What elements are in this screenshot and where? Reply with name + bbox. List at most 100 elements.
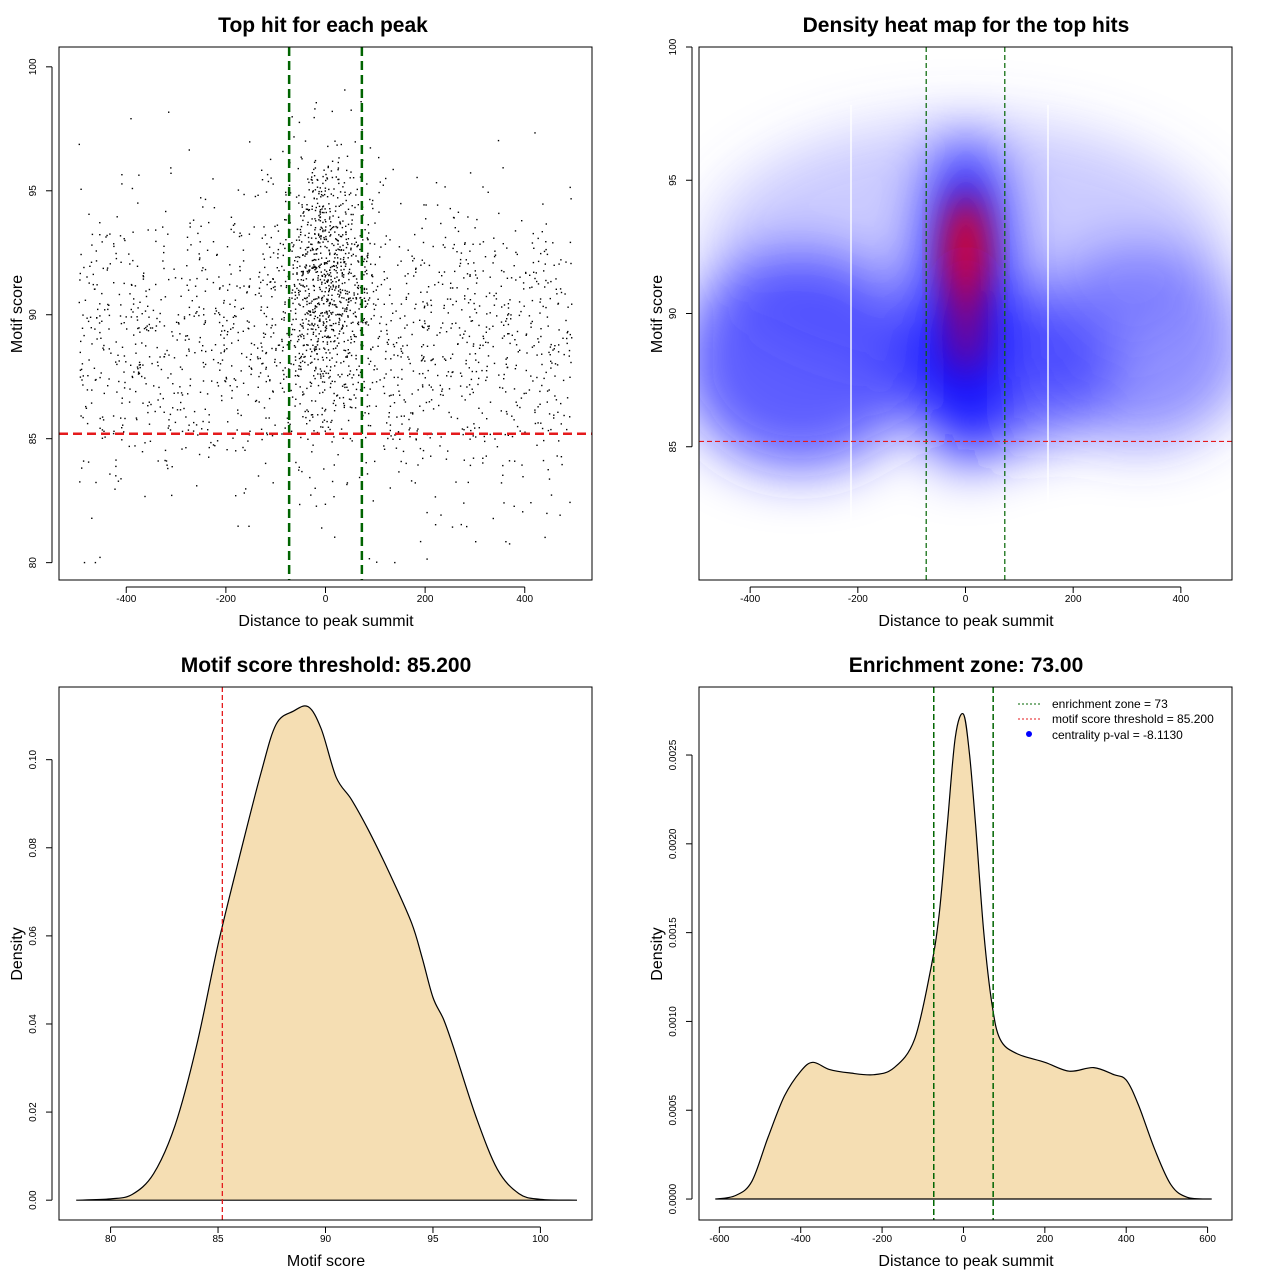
scatter-point xyxy=(338,284,340,287)
scatter-point xyxy=(347,257,349,259)
scatter-point xyxy=(363,380,365,383)
scatter-point xyxy=(397,431,400,433)
scatter-point xyxy=(354,141,356,143)
scatter-point xyxy=(344,252,347,255)
scatter-point xyxy=(264,266,266,269)
scatter-point xyxy=(167,377,169,379)
scatter-point xyxy=(505,541,507,543)
scatter-point xyxy=(548,413,551,415)
scatter-point xyxy=(416,430,418,432)
scatter-point xyxy=(326,341,329,343)
scatter-point xyxy=(380,246,382,248)
scatter-point xyxy=(393,354,395,356)
scatter-point xyxy=(144,377,146,379)
scatter-point xyxy=(513,265,515,267)
scatter-point xyxy=(376,285,379,288)
scatter-point xyxy=(311,361,313,363)
scatter-point xyxy=(152,309,155,312)
scatter-point xyxy=(426,558,428,560)
scatter-point xyxy=(220,352,222,354)
x-tick-label: -400 xyxy=(116,594,136,605)
scatter-point xyxy=(302,391,304,393)
scatter-point xyxy=(281,350,284,352)
scatter-point xyxy=(172,383,174,385)
scatter-point xyxy=(280,285,282,287)
scatter-point xyxy=(475,282,478,284)
scatter-point xyxy=(108,314,111,317)
scatter-point xyxy=(184,339,187,341)
scatter-point xyxy=(499,386,501,389)
scatter-point xyxy=(318,303,321,306)
scatter-point xyxy=(226,449,228,451)
scatter-point xyxy=(322,175,324,178)
scatter-point xyxy=(261,179,264,181)
scatter-point xyxy=(94,379,97,381)
y-axis-label: Density xyxy=(649,927,666,980)
scatter-point xyxy=(348,301,350,303)
scatter-point xyxy=(516,253,518,256)
scatter-point xyxy=(566,337,568,340)
scatter-point xyxy=(447,371,450,373)
scatter-point xyxy=(157,460,159,462)
scatter-point xyxy=(314,305,317,307)
scatter-point xyxy=(408,418,410,421)
scatter-point xyxy=(318,266,321,269)
scatter-point xyxy=(357,284,360,287)
scatter-point xyxy=(463,429,465,431)
scatter-point xyxy=(327,240,329,243)
scatter-point xyxy=(324,230,326,232)
scatter-point xyxy=(317,179,319,181)
scatter-point xyxy=(317,340,319,342)
scatter-point xyxy=(348,271,350,273)
scatter-point xyxy=(213,207,216,209)
scatter-point xyxy=(344,308,346,310)
scatter-point xyxy=(333,464,335,466)
scatter-point xyxy=(312,191,314,193)
scatter-point xyxy=(293,283,296,286)
scatter-point xyxy=(322,391,324,394)
scatter-point xyxy=(181,394,184,396)
scatter-point xyxy=(338,342,340,344)
scatter-point xyxy=(316,248,319,250)
scatter-point xyxy=(554,375,556,377)
scatter-point xyxy=(148,423,151,425)
scatter-point xyxy=(131,187,134,190)
scatter-point xyxy=(339,397,341,399)
scatter-point xyxy=(433,344,435,346)
scatter-point xyxy=(560,402,562,405)
scatter-point xyxy=(331,380,333,382)
scatter-point xyxy=(319,245,322,248)
scatter-point xyxy=(282,311,285,313)
scatter-point xyxy=(135,417,138,419)
scatter-point xyxy=(99,417,101,420)
scatter-point xyxy=(329,375,331,378)
scatter-point xyxy=(329,386,332,389)
density-surface xyxy=(699,47,1232,580)
scatter-point xyxy=(225,378,228,380)
scatter-point xyxy=(484,256,487,258)
scatter-point xyxy=(180,295,182,297)
scatter-point xyxy=(344,89,346,91)
scatter-point xyxy=(166,464,168,466)
scatter-point xyxy=(343,406,345,409)
scatter-point xyxy=(400,303,403,305)
scatter-point xyxy=(257,347,259,349)
scatter-point xyxy=(464,242,466,244)
scatter-point xyxy=(305,253,307,255)
scatter-point xyxy=(292,363,295,366)
scatter-point xyxy=(145,383,147,385)
scatter-point xyxy=(516,404,518,407)
scatter-point xyxy=(266,243,268,245)
scatter-point xyxy=(322,373,324,375)
scatter-point xyxy=(204,408,206,410)
scatter-point xyxy=(331,480,334,483)
scatter-point xyxy=(355,358,357,360)
scatter-point xyxy=(560,423,562,425)
scatter-point xyxy=(485,331,487,333)
scatter-point xyxy=(404,275,406,277)
scatter-point xyxy=(355,336,357,338)
scatter-point xyxy=(314,265,316,268)
scatter-point xyxy=(285,191,287,194)
scatter-point xyxy=(367,254,369,256)
scatter-point xyxy=(230,228,232,231)
